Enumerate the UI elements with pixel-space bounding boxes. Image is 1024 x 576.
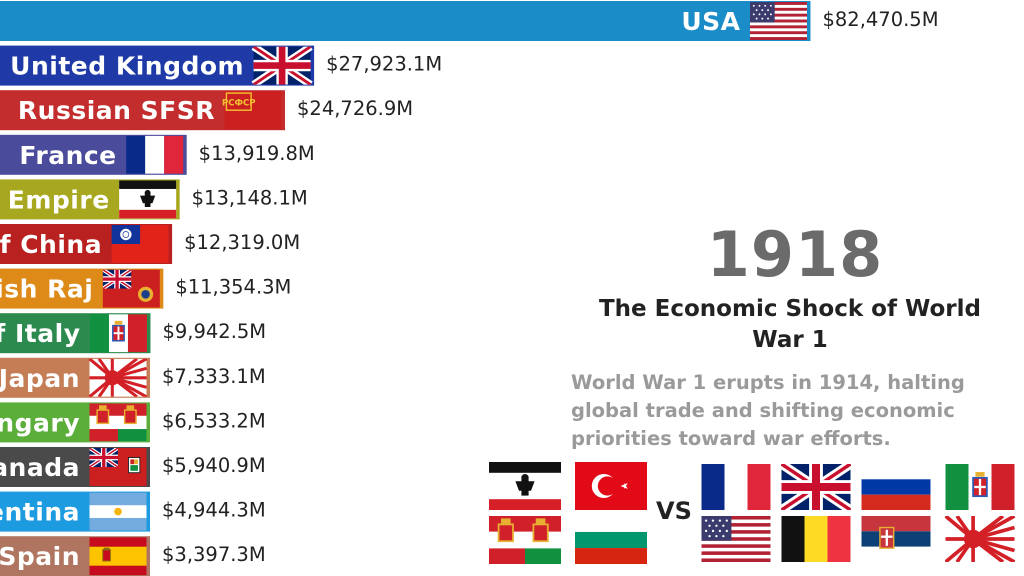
category-label: Republic of China <box>0 230 102 259</box>
value-label: $82,470.5M <box>822 8 938 31</box>
german-empire-flag-icon <box>489 462 561 510</box>
british-raj-flag-icon <box>103 270 160 308</box>
bar-row: Russian SFSR $24,726.9M <box>0 90 413 131</box>
category-label: Kingdom of Italy <box>0 319 80 348</box>
category-label: Spain <box>0 542 80 571</box>
value-label: $27,923.1M <box>326 53 442 76</box>
roc-flag-icon <box>111 225 169 263</box>
serbia-flag-icon <box>861 516 931 562</box>
argentina-flag-icon <box>89 492 147 531</box>
bar-row: France $13,919.8M <box>0 134 315 175</box>
russian-sfsr-flag-icon <box>221 91 283 130</box>
value-label: $3,397.3M <box>162 543 266 566</box>
value-label: $9,942.5M <box>162 320 266 343</box>
value-label: $24,726.9M <box>297 97 413 120</box>
bar-row: Empire of Japan $7,333.1M <box>0 357 266 398</box>
austria-hungary-flag-icon <box>489 516 561 564</box>
uk-flag-icon <box>782 464 851 510</box>
category-label: United Kingdom <box>10 52 244 81</box>
bar-row: Austria-Hungary $6,533.2M <box>0 402 266 443</box>
spain-flag-icon <box>88 537 148 576</box>
bar-row: USA $82,470.5M <box>0 1 939 41</box>
japan-flag-icon <box>945 516 1015 562</box>
austria-hungary-flag-icon <box>88 403 148 442</box>
france-flag-icon <box>126 135 184 174</box>
italy-flag-icon <box>89 314 148 353</box>
value-label: $11,354.3M <box>175 276 291 299</box>
ottoman-flag-icon <box>575 462 647 510</box>
bar-row: Republic of China $12,319.0M <box>0 224 300 264</box>
value-label: $13,919.8M <box>199 142 315 165</box>
france-flag-icon <box>701 464 771 510</box>
german-empire-flag-icon <box>119 180 177 219</box>
japan-flag-icon <box>87 358 149 397</box>
canada-flag-icon <box>90 448 147 486</box>
bar-row: Canada $5,940.9M <box>0 447 266 487</box>
category-label: German Empire <box>0 185 110 214</box>
category-label: USA <box>681 7 740 36</box>
bulgaria-flag-icon <box>575 516 647 564</box>
russia-flag-icon <box>861 464 931 510</box>
bar-row: Argentina $4,944.3M <box>0 491 266 532</box>
value-label: $6,533.2M <box>162 409 266 432</box>
category-label: Canada <box>0 453 80 482</box>
italy-flag-icon <box>945 464 1015 510</box>
bar-usa <box>0 1 811 41</box>
category-label: France <box>19 141 116 170</box>
value-label: $13,148.1M <box>192 186 308 209</box>
belgium-flag-icon <box>781 516 851 562</box>
usa-flag-icon <box>701 516 771 562</box>
bar-row: German Empire $13,148.1M <box>0 179 308 220</box>
value-label: $12,319.0M <box>184 231 300 254</box>
vs-label: VS <box>656 497 692 525</box>
chart-title: The Economic Shock of World War 1 <box>598 296 981 353</box>
usa-flag-icon <box>749 2 807 40</box>
category-label: Austria-Hungary <box>0 408 80 437</box>
bar-row: British Raj $11,354.3M <box>0 268 291 309</box>
category-label: British Raj <box>0 275 93 304</box>
category-label: Russian SFSR <box>18 96 215 125</box>
description-text: World War 1 erupts in 1914, halting glob… <box>571 371 965 450</box>
bar-row: United Kingdom $27,923.1M <box>0 45 442 86</box>
category-label: Argentina <box>0 498 80 527</box>
bar-row: Kingdom of Italy $9,942.5M <box>0 313 266 354</box>
category-label: Empire of Japan <box>0 364 80 393</box>
value-label: $5,940.9M <box>162 454 266 477</box>
value-label: $4,944.3M <box>162 499 266 522</box>
uk-flag-icon <box>254 47 311 85</box>
value-label: $7,333.1M <box>162 365 266 388</box>
year-label: 1918 <box>706 218 884 291</box>
bar-row: Spain $3,397.3M <box>0 536 266 576</box>
